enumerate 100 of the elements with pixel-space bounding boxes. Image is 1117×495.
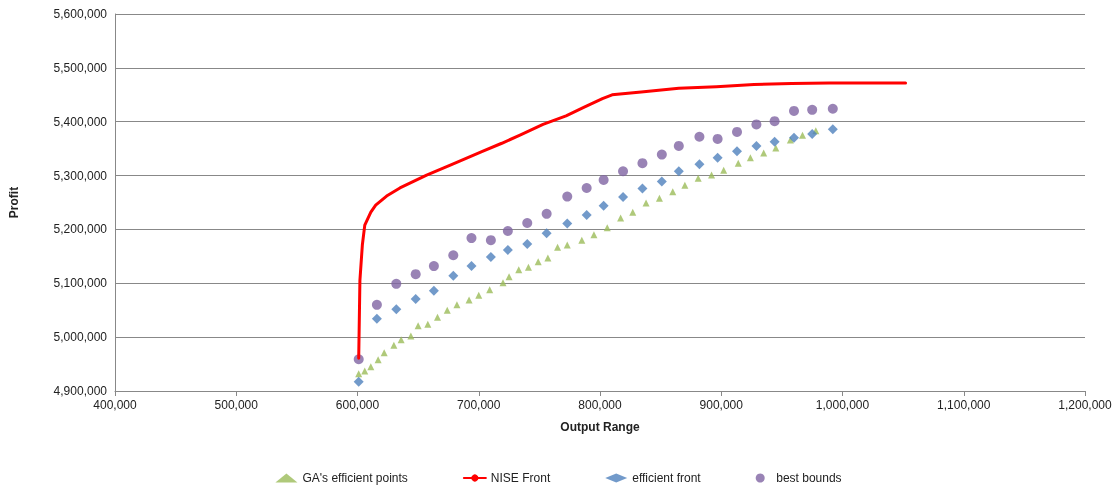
point bbox=[424, 320, 432, 328]
point bbox=[734, 159, 742, 167]
point bbox=[581, 209, 592, 220]
point bbox=[629, 208, 637, 216]
x-tick-label: 500,000 bbox=[214, 398, 259, 412]
x-tick-label: 1,000,000 bbox=[815, 398, 870, 412]
point bbox=[751, 119, 762, 130]
point bbox=[617, 214, 625, 222]
point bbox=[485, 251, 496, 262]
point bbox=[443, 306, 451, 314]
point bbox=[502, 226, 513, 237]
point bbox=[789, 132, 799, 143]
point bbox=[712, 152, 723, 163]
point bbox=[434, 313, 442, 321]
point bbox=[769, 116, 780, 127]
point bbox=[428, 285, 439, 296]
point bbox=[694, 159, 705, 170]
point bbox=[466, 261, 477, 272]
point bbox=[361, 367, 369, 375]
point bbox=[673, 166, 684, 177]
point bbox=[505, 273, 513, 281]
point bbox=[656, 176, 667, 187]
point bbox=[390, 341, 398, 349]
point bbox=[590, 231, 598, 239]
point bbox=[694, 174, 702, 182]
x-axis-title: Output Range bbox=[560, 420, 640, 434]
point bbox=[353, 376, 364, 387]
point bbox=[720, 166, 728, 174]
legend-label: GA's efficient points bbox=[302, 471, 408, 485]
x-tick-label: 800,000 bbox=[578, 398, 623, 412]
point bbox=[618, 166, 629, 177]
point bbox=[522, 217, 533, 228]
legend-label: efficient front bbox=[632, 471, 702, 485]
point bbox=[453, 301, 461, 309]
point bbox=[448, 270, 459, 281]
point bbox=[798, 131, 806, 139]
point bbox=[637, 158, 648, 169]
point bbox=[428, 261, 439, 272]
point bbox=[807, 104, 818, 115]
point bbox=[581, 182, 592, 193]
point bbox=[655, 194, 663, 202]
point bbox=[371, 313, 382, 324]
x-tick-label: 1,200,000 bbox=[1058, 398, 1113, 412]
point bbox=[541, 208, 552, 219]
point bbox=[475, 291, 483, 299]
point bbox=[391, 304, 402, 315]
point bbox=[681, 181, 689, 189]
x-tick-label: 1,100,000 bbox=[937, 398, 991, 412]
y-tick-label: 5,200,000 bbox=[53, 222, 108, 237]
point bbox=[410, 269, 421, 280]
point bbox=[541, 228, 552, 239]
point bbox=[656, 149, 667, 160]
point bbox=[485, 235, 496, 246]
x-tick-label: 600,000 bbox=[335, 398, 380, 412]
point bbox=[827, 124, 838, 135]
y-tick-label: 4,900,000 bbox=[53, 384, 108, 398]
x-tick-label: 400,000 bbox=[93, 398, 138, 412]
y-tick-label: 5,000,000 bbox=[53, 330, 108, 345]
point bbox=[410, 293, 421, 304]
y-tick-label: 5,400,000 bbox=[53, 114, 108, 129]
point bbox=[563, 241, 571, 249]
point bbox=[407, 332, 415, 340]
point bbox=[673, 140, 684, 151]
point bbox=[769, 136, 780, 147]
point bbox=[732, 126, 743, 137]
point bbox=[732, 146, 743, 157]
point bbox=[499, 279, 507, 287]
point bbox=[637, 183, 648, 194]
point bbox=[466, 233, 477, 244]
y-axis-title: Profit bbox=[7, 186, 21, 219]
y-tick-label: 5,500,000 bbox=[53, 60, 108, 75]
point bbox=[772, 144, 780, 152]
y-tick-label: 5,100,000 bbox=[53, 276, 108, 291]
point bbox=[562, 218, 573, 229]
point bbox=[554, 243, 562, 251]
point bbox=[391, 278, 402, 289]
point bbox=[502, 244, 513, 255]
legend-label: best bounds bbox=[776, 471, 842, 485]
point bbox=[598, 174, 609, 185]
legend-label: NISE Front bbox=[490, 471, 551, 485]
point bbox=[751, 140, 762, 151]
point bbox=[598, 200, 609, 211]
point bbox=[562, 191, 573, 202]
point bbox=[712, 133, 723, 144]
y-tick-label: 5,600,000 bbox=[53, 7, 108, 21]
x-tick-label: 900,000 bbox=[699, 398, 744, 412]
point bbox=[522, 238, 533, 249]
point bbox=[642, 199, 650, 207]
point bbox=[448, 250, 459, 261]
point bbox=[578, 236, 586, 244]
point bbox=[827, 103, 838, 114]
point bbox=[374, 356, 382, 364]
point bbox=[618, 192, 629, 203]
point bbox=[694, 131, 705, 142]
x-tick-label: 700,000 bbox=[457, 398, 501, 412]
point bbox=[371, 299, 382, 310]
point bbox=[807, 129, 818, 140]
point bbox=[708, 171, 716, 179]
point bbox=[524, 263, 532, 271]
point bbox=[789, 105, 799, 116]
